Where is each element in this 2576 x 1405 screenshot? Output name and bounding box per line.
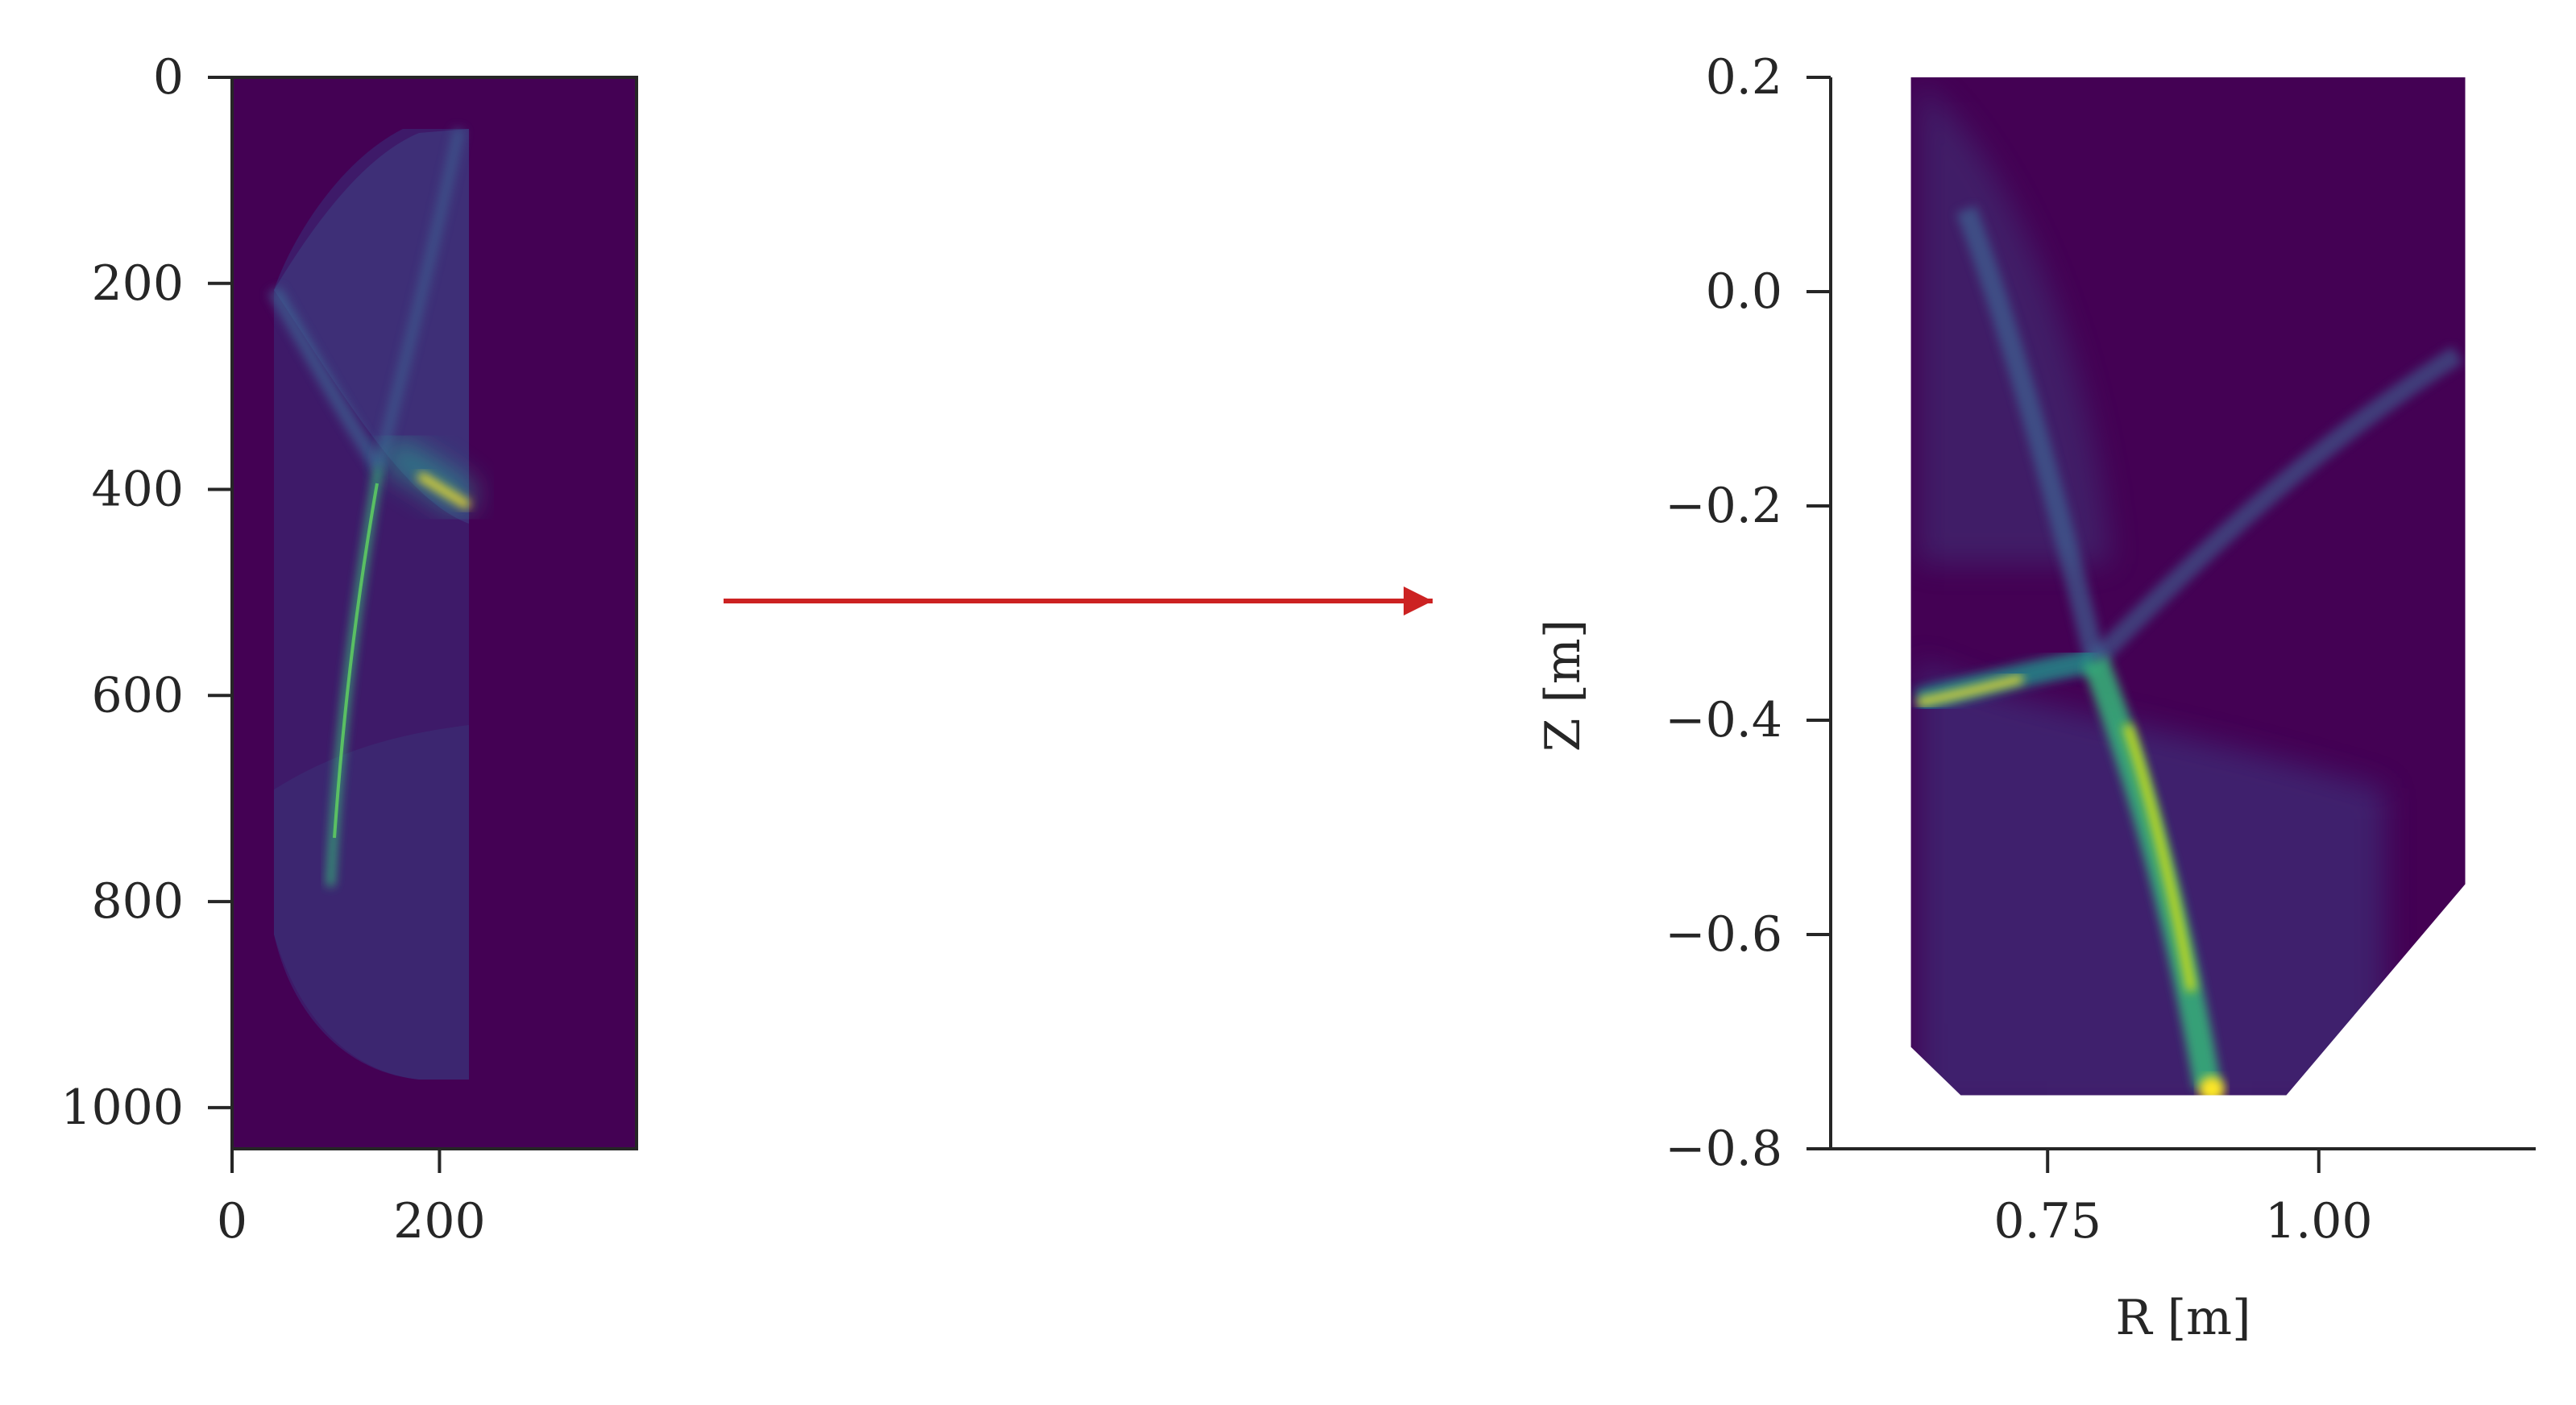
right-diagonal-leg — [2088, 346, 2463, 668]
right-outer-leg-hot — [2122, 723, 2196, 993]
left-upper-region — [274, 129, 469, 524]
right-y-tick-label: 0.2 — [1706, 49, 1782, 106]
right-strike-point — [2199, 1076, 2225, 1096]
left-y-tick-label: 400 — [91, 462, 184, 518]
left-lower-region — [274, 725, 469, 1080]
right-heatmap-features — [1914, 81, 2463, 1096]
left-y-tick-label: 800 — [91, 873, 184, 930]
left-strike-hot — [417, 471, 471, 510]
left-heatmap-panel: 0 200 400 600 800 1000 0 200 — [60, 49, 638, 1250]
left-y-tick-label: 200 — [91, 255, 184, 312]
right-y-ticks: 0.2 0.0 −0.2 −0.4 −0.6 −0.8 — [1665, 49, 1831, 1177]
left-x-ticks: 0 200 — [217, 1149, 486, 1250]
left-axes-frame — [230, 76, 638, 1150]
right-y-tick-label: −0.8 — [1665, 1121, 1782, 1177]
right-x-axis-label: R [m] — [2116, 1290, 2251, 1346]
left-x-tick-label: 200 — [393, 1193, 486, 1250]
right-y-tick-label: 0.0 — [1706, 263, 1782, 320]
right-y-axis-label: Z [m] — [1535, 620, 1591, 752]
right-upper-leg — [1956, 205, 2105, 663]
left-separatrix-core — [333, 483, 379, 839]
left-upper-leg — [268, 286, 385, 471]
left-y-tick-label: 0 — [153, 49, 184, 106]
left-y-tick-label: 1000 — [60, 1080, 184, 1136]
right-x-tick-label: 1.00 — [2265, 1193, 2373, 1250]
right-heatmap-panel: 0.2 0.0 −0.2 −0.4 −0.6 −0.8 0.75 1.00 R [m] Z … — [1535, 49, 2536, 1346]
left-diagonal-leg — [373, 127, 465, 469]
right-y-tick-label: −0.4 — [1665, 692, 1782, 748]
right-x-tick-label: 0.75 — [1993, 1193, 2101, 1250]
left-x-tick-label: 0 — [217, 1193, 247, 1250]
left-y-tick-label: 600 — [91, 667, 184, 723]
right-outer-leg — [2082, 655, 2221, 1090]
left-y-ticks: 0 200 400 600 800 1000 — [60, 49, 232, 1136]
right-x-ticks: 0.75 1.00 — [1993, 1149, 2373, 1250]
right-inner-leg-hot — [1917, 674, 2024, 707]
right-y-tick-label: −0.2 — [1665, 478, 1782, 534]
right-axes-frame — [1829, 77, 2536, 1150]
right-y-tick-label: −0.6 — [1665, 906, 1782, 963]
